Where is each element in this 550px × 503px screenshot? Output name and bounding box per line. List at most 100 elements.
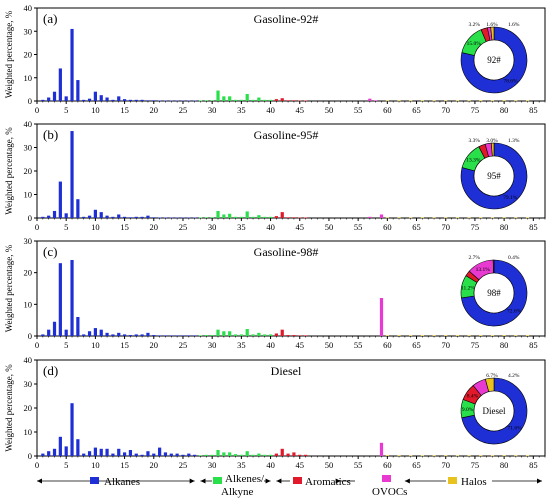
donut-chart: 72.6% 11.2% 2.7% 13.1% 0.4% 98#	[460, 255, 528, 327]
plot-frame	[36, 240, 546, 337]
panel-label: (a)	[43, 11, 57, 26]
x-tick-label: 30	[208, 105, 217, 115]
bar-halos	[490, 335, 495, 336]
bar-alkanes	[82, 334, 86, 336]
bar-aromatics	[274, 453, 279, 456]
y-axis-label: Weighted percentage, %	[4, 127, 14, 215]
panel-label: (b)	[43, 127, 58, 142]
bar-alkanes	[134, 216, 138, 218]
x-tick-label: 20	[150, 340, 159, 350]
bar-alkanes	[99, 212, 103, 218]
bar-alkanes	[117, 214, 121, 218]
bar-alkanes	[82, 216, 86, 218]
donut-center-label: 92#	[487, 55, 501, 65]
bar-alkanes	[52, 321, 57, 336]
bar-halos	[409, 335, 413, 336]
bar-halos	[420, 335, 424, 336]
x-tick-label: 10	[91, 340, 100, 350]
bar-halos	[502, 217, 506, 219]
donut-label: 15.0%	[467, 41, 482, 47]
legend-label-alkanes: Alkanes	[104, 476, 140, 488]
bar-alkenes	[245, 94, 249, 101]
bar-alkanes	[158, 335, 162, 336]
bar-aromatics	[298, 217, 302, 219]
x-tick-label: 15	[120, 222, 129, 232]
x-tick-label: 70	[441, 460, 450, 470]
y-tick-label: 0	[28, 96, 32, 106]
bar-halos	[397, 217, 401, 219]
bar-alkanes	[105, 97, 109, 101]
bar-alkenes	[245, 329, 249, 336]
bar-halos	[455, 217, 460, 219]
bar-alkanes	[64, 213, 68, 218]
bar-aromatics	[298, 454, 302, 456]
bar-aromatics	[303, 454, 308, 456]
bar-halos	[397, 455, 401, 457]
x-tick-label: 45	[296, 105, 305, 115]
bar-alkanes	[140, 454, 144, 456]
bar-halos	[409, 100, 413, 102]
bar-alkenes	[251, 454, 255, 456]
x-tick-label: 50	[325, 222, 334, 232]
x-tick-label: 65	[412, 222, 421, 232]
bar-aromatics	[280, 448, 284, 456]
bar-alkenes	[268, 454, 273, 456]
donut-label: 71.6%	[507, 426, 522, 432]
donut-label: 1.3%	[508, 138, 520, 144]
bar-aromatics	[274, 216, 279, 218]
bar-halos	[479, 217, 483, 219]
bar-alkenes	[233, 454, 238, 456]
donut-hole	[473, 272, 515, 314]
x-tick-label: 10	[91, 460, 100, 470]
bar-alkenes	[239, 334, 243, 336]
bar-alkanes	[82, 453, 86, 456]
bar-halos	[525, 455, 530, 457]
bar-alkanes	[105, 332, 109, 336]
bar-alkanes	[175, 217, 179, 219]
donut-label: 4.2%	[508, 373, 520, 379]
bar-halos	[385, 335, 389, 336]
bar-aromatics	[292, 452, 296, 456]
range-arrow-head	[265, 478, 271, 484]
donut-label: 3.0%	[486, 138, 498, 144]
y-axis-label: Weighted percentage, %	[4, 10, 14, 98]
legend-label-ovocs: OVOCs	[372, 486, 407, 498]
bar-alkenes	[210, 100, 214, 101]
bar-alkanes	[193, 335, 197, 336]
bar-alkanes	[122, 99, 127, 101]
x-tick-label: 5	[64, 105, 68, 115]
panel-3: 0 10 20 30 0 5 10 15 20 25 30 35 40 45 50 55 60 65 70 75 80 8…	[4, 236, 546, 350]
bar-aromatics	[303, 100, 308, 102]
bar-alkanes	[169, 100, 173, 102]
bar-alkanes	[140, 334, 144, 336]
bar-halos	[502, 100, 506, 102]
bar-alkenes	[263, 454, 267, 456]
bar-alkanes	[41, 334, 45, 336]
bar-alkanes	[52, 448, 57, 456]
bar-ovocs	[374, 100, 378, 101]
bar-alkanes	[134, 334, 138, 336]
range-arrow-head	[537, 478, 542, 484]
x-tick-label: 50	[325, 105, 334, 115]
x-tick-label: 60	[383, 222, 392, 232]
legend-swatch-halos	[448, 477, 457, 484]
bar-alkanes	[117, 332, 121, 336]
y-tick-label: 30	[24, 379, 33, 389]
x-tick-label: 15	[120, 460, 129, 470]
bar-alkanes	[58, 181, 62, 218]
bar-alkanes	[117, 448, 121, 456]
bar-alkenes	[222, 452, 226, 456]
bar-ovocs	[368, 216, 372, 218]
bar-alkanes	[47, 215, 51, 218]
donut-hole	[473, 155, 515, 197]
x-tick-label: 55	[354, 340, 363, 350]
bar-alkanes	[169, 217, 173, 219]
bar-alkenes	[263, 99, 267, 101]
bar-alkenes	[216, 90, 220, 101]
donut-label: 8.4%	[467, 394, 479, 400]
bar-aromatics	[286, 217, 290, 218]
bar-alkanes	[58, 263, 62, 336]
bar-alkanes	[187, 217, 191, 219]
x-tick-label: 50	[325, 460, 334, 470]
bar-alkanes	[76, 317, 80, 336]
